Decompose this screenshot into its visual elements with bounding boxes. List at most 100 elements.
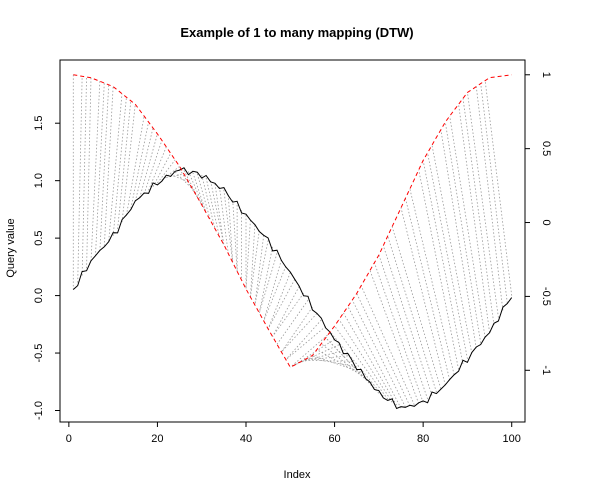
alignment-line	[250, 225, 256, 298]
alignment-line	[475, 86, 504, 311]
alignment-line	[272, 293, 304, 337]
alignment-line	[285, 319, 322, 360]
right-tick-label: -0.5	[540, 287, 552, 306]
alignment-line	[143, 140, 163, 195]
alignment-line	[267, 279, 296, 330]
alignment-line	[201, 174, 216, 229]
alignment-line	[258, 246, 273, 314]
alignment-line	[188, 171, 207, 213]
alignment-line	[281, 313, 318, 353]
alignment-line	[117, 100, 132, 229]
y-tick-label: 0.5	[33, 230, 45, 245]
alignment-line	[112, 97, 127, 236]
alignment-line	[303, 359, 353, 362]
alignment-line	[192, 172, 207, 213]
alignment-line	[378, 254, 428, 400]
alignment-line	[294, 344, 340, 366]
alignment-line	[480, 83, 508, 303]
x-tick-label: 0	[66, 433, 72, 445]
query-series-line	[72, 167, 513, 410]
alignment-line	[462, 98, 495, 326]
alignment-line	[440, 129, 477, 349]
alignment-line	[321, 343, 371, 384]
alignment-line	[108, 93, 123, 241]
alignment-line	[307, 357, 357, 368]
y-tick-label: -1.0	[33, 401, 45, 420]
alignment-line	[400, 207, 446, 386]
alignment-line	[166, 173, 185, 178]
alignment-line	[219, 186, 229, 254]
alignment-line	[148, 146, 167, 191]
series-layer	[72, 74, 513, 410]
alignment-line	[121, 104, 136, 223]
alignment-line	[294, 338, 335, 366]
alignment-line	[431, 145, 473, 354]
alignment-line	[351, 299, 406, 408]
alignment-line	[103, 86, 114, 246]
alignment-line	[343, 312, 397, 406]
alignment-line	[250, 230, 260, 298]
y-axis-label: Query value	[5, 218, 17, 277]
alignment-line	[290, 332, 331, 368]
alignment-line	[157, 159, 176, 184]
x-tick-label: 40	[240, 433, 252, 445]
y-tick-label: -0.5	[33, 344, 45, 363]
alignment-line	[95, 83, 105, 257]
alignment-line	[130, 121, 149, 209]
x-tick-label: 60	[328, 433, 340, 445]
axes-layer: 0 20 40 60 80 100 -1.0 -0.5 0.0 0.5 1.0 1.5 -1 -0.5 0 0…	[33, 72, 552, 445]
alignment-line	[285, 326, 326, 360]
alignment-line	[99, 84, 110, 252]
alignment-line	[210, 180, 225, 245]
alignment-line	[232, 199, 238, 272]
reference-series-line	[73, 74, 512, 368]
alignment-line	[444, 121, 482, 343]
alignment-line	[281, 306, 313, 353]
alignment-line	[126, 116, 145, 216]
alignment-line	[77, 76, 83, 283]
x-tick-label: 100	[503, 433, 521, 445]
alignment-line	[427, 152, 468, 359]
alignment-line	[334, 325, 389, 400]
alignment-line	[254, 235, 265, 306]
alignment-line	[272, 286, 300, 337]
alignment-line	[214, 183, 225, 245]
alignment-line	[422, 160, 464, 365]
alignment-line	[263, 266, 287, 322]
right-tick-label: 1	[540, 72, 552, 78]
alignment-line	[205, 177, 220, 237]
alignment-line	[174, 171, 194, 190]
alignment-line	[467, 92, 499, 318]
alignment-line	[90, 81, 101, 262]
alignment-line	[316, 349, 366, 378]
alignment-line	[347, 306, 402, 409]
alignment-line	[449, 116, 486, 338]
alignment-line	[223, 189, 234, 263]
alignment-line	[387, 236, 437, 393]
alignment-line	[484, 80, 513, 296]
alignment-line	[418, 169, 459, 370]
x-axis-label: Index	[284, 469, 311, 481]
alignment-line	[258, 253, 278, 314]
alignment-line	[196, 173, 211, 221]
alignment-line	[245, 220, 251, 290]
alignment-line	[360, 285, 415, 405]
alignment-line	[338, 319, 393, 403]
alignment-line	[303, 355, 348, 361]
alignment-line	[86, 77, 92, 269]
alignment-line	[267, 272, 291, 330]
x-tick-label: 80	[417, 433, 429, 445]
alignment-line	[276, 299, 309, 345]
alignment-line	[254, 240, 269, 306]
alignment-line	[81, 76, 87, 276]
y-tick-label: 1.5	[33, 116, 45, 131]
alignment-line	[391, 226, 442, 389]
right-tick-label: -1	[540, 365, 552, 375]
alignment-line	[409, 188, 455, 375]
alignment-lines	[72, 74, 513, 409]
alignment-line	[152, 153, 172, 187]
alignment-line	[312, 355, 362, 373]
alignment-line	[227, 194, 234, 263]
alignment-line	[139, 133, 158, 198]
